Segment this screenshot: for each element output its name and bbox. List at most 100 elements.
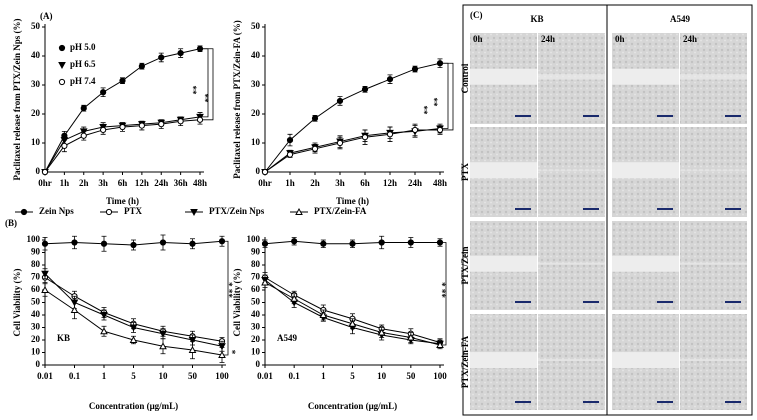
x-axis-title: Concentration (μg/mL) — [89, 401, 178, 411]
marker — [218, 238, 226, 245]
marker — [177, 50, 184, 57]
y-tick-label: 30 — [31, 322, 41, 332]
marker — [411, 126, 419, 134]
marker — [105, 208, 113, 216]
marker — [378, 239, 385, 246]
x-tick-label: 0.01 — [257, 371, 273, 381]
x-tick-label: 0hr — [38, 178, 52, 188]
cell-line-label: KB — [57, 333, 70, 343]
marker — [100, 312, 108, 320]
series-line — [264, 129, 440, 173]
bracket — [442, 242, 447, 346]
scratch — [612, 352, 679, 369]
marker — [319, 310, 328, 318]
marker — [286, 137, 294, 144]
marker — [158, 54, 165, 61]
time-label: 0h — [473, 34, 483, 44]
significance: * ** — [437, 282, 447, 298]
y-tick-label: 50 — [251, 21, 261, 31]
y-tick-label: 10 — [251, 137, 261, 147]
x-tick-label: 10 — [159, 371, 169, 381]
y-axis-title: Paclitaxel release from PTX/Zein Nps (%) — [12, 19, 22, 181]
time-label: 24h — [541, 34, 555, 44]
legend-label: pH 6.5 — [70, 59, 96, 69]
marker — [100, 240, 108, 247]
x-tick-label: 5 — [131, 371, 136, 381]
marker — [291, 238, 298, 245]
legend-label: PTX/Zein-FA — [314, 206, 367, 216]
row-label: PTX/Zein — [460, 246, 470, 284]
marker — [406, 333, 415, 341]
y-tick-label: 80 — [251, 259, 261, 269]
marker — [159, 342, 167, 350]
y-tick-label: 40 — [31, 309, 41, 319]
marker — [261, 278, 269, 286]
x-tick-label: 10 — [377, 371, 387, 381]
y-tick-label: 0 — [36, 166, 41, 176]
marker — [336, 139, 344, 147]
row-label: PTX/Zein-FA — [460, 335, 470, 388]
legend-label: PTX/Zein Nps — [209, 206, 265, 216]
cell-line-label: A549 — [277, 333, 297, 343]
scratch — [680, 359, 747, 362]
bracket — [202, 48, 214, 121]
significance: ** — [188, 86, 198, 96]
y-tick-label: 60 — [31, 284, 41, 294]
micrograph — [538, 314, 605, 410]
scratch — [538, 169, 605, 172]
x-axis-title: Concentration (μg/mL) — [308, 401, 397, 411]
series-line — [264, 128, 441, 173]
marker — [189, 240, 196, 247]
y-tick-label: 30 — [31, 79, 41, 89]
marker — [58, 62, 66, 70]
x-tick-label: 50 — [406, 371, 416, 381]
legend-label: pH 7.4 — [70, 76, 96, 86]
y-tick-label: 30 — [251, 322, 261, 332]
y-axis-title: Cell Viability (%) — [12, 269, 22, 337]
y-tick-label: 50 — [251, 297, 261, 307]
x-tick-label: 1h — [285, 178, 295, 188]
y-tick-label: 70 — [31, 272, 41, 282]
marker — [411, 65, 419, 73]
marker — [286, 151, 294, 158]
marker — [130, 241, 137, 249]
marker — [320, 240, 327, 247]
y-tick-label: 40 — [251, 50, 261, 60]
scratch — [680, 262, 747, 265]
marker — [119, 123, 126, 131]
marker — [100, 327, 108, 335]
marker — [138, 122, 145, 129]
x-tick-label: 0hr — [258, 178, 272, 188]
y-tick-label: 90 — [251, 247, 261, 257]
y-tick-label: 10 — [31, 347, 41, 357]
x-axis-title: Time (h) — [106, 196, 139, 206]
marker — [61, 142, 68, 149]
x-tick-label: 1h — [60, 178, 70, 188]
micrograph — [680, 127, 747, 217]
bracket — [442, 62, 449, 129]
marker — [41, 270, 49, 278]
marker — [218, 350, 226, 358]
x-tick-label: 0.01 — [37, 371, 53, 381]
marker — [218, 343, 226, 351]
y-tick-label: 0 — [256, 359, 261, 369]
marker — [58, 78, 66, 86]
marker — [196, 116, 204, 123]
significance: ** — [419, 106, 429, 116]
x-tick-label: 3h — [335, 178, 345, 188]
x-tick-label: 100 — [215, 371, 229, 381]
x-tick-label: 2h — [310, 178, 320, 188]
scratch — [680, 73, 747, 80]
bracket — [442, 62, 454, 131]
x-tick-label: 6h — [118, 178, 128, 188]
marker — [436, 239, 444, 246]
scratch — [470, 255, 537, 272]
scratch — [470, 352, 537, 369]
x-tick-label: 2h — [79, 178, 89, 188]
marker — [349, 240, 356, 247]
marker — [100, 126, 107, 134]
y-tick-label: 10 — [251, 347, 261, 357]
y-tick-label: 60 — [251, 284, 261, 294]
x-tick-label: 1 — [102, 371, 107, 381]
